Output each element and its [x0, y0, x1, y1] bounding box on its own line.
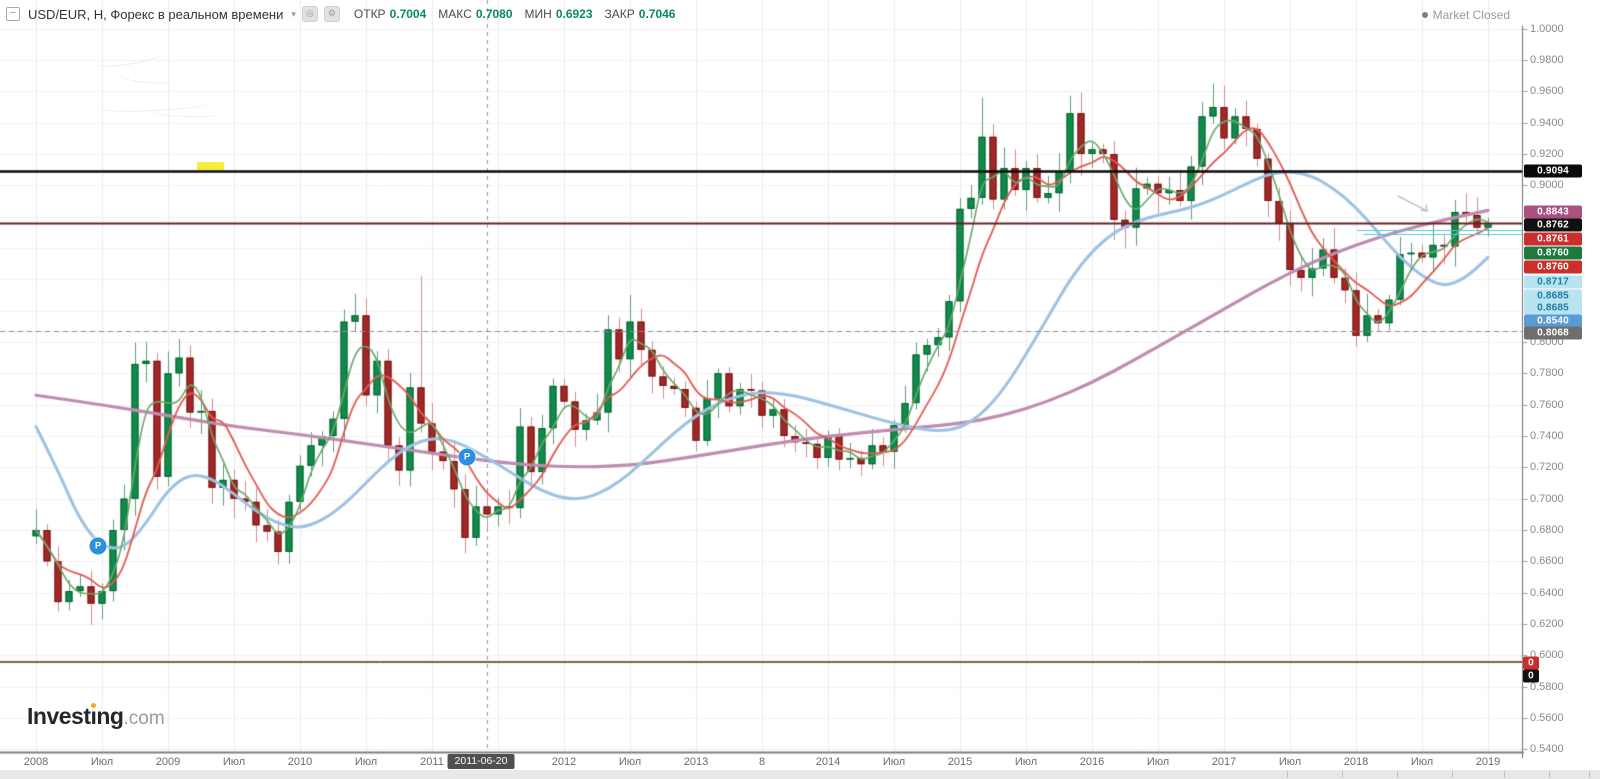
scrollbar-tick: [1397, 771, 1398, 778]
price-line-badge[interactable]: 0.8685: [1524, 289, 1582, 303]
price-tick-label: 0.6400: [1530, 586, 1564, 599]
price-tick-label: 0.5600: [1530, 712, 1564, 724]
price-tick-label: 0.6200: [1530, 618, 1564, 630]
price-line-badge[interactable]: 0.9094: [1524, 164, 1582, 177]
market-status: Market Closed: [1421, 8, 1510, 22]
time-tick-label: 2019: [1475, 756, 1501, 768]
chevron-down-icon[interactable]: ▾: [291, 8, 296, 19]
price-line-badge[interactable]: 0.8540: [1524, 314, 1582, 328]
low-label: МИН: [524, 7, 552, 21]
close-label: ЗАКР: [604, 7, 635, 21]
time-tick-label: Июл: [1146, 756, 1170, 768]
crosshair-date-badge: 2011-06-20: [447, 754, 515, 769]
open-label: ОТКР: [353, 7, 386, 21]
high-label: МАКС: [438, 7, 472, 21]
logo-text: Invest: [27, 703, 91, 729]
time-tick-label: 2011: [420, 756, 444, 768]
price-tick-label: 0.7800: [1530, 367, 1564, 380]
price-tick-label: 0.9200: [1530, 148, 1564, 160]
price-line-badge[interactable]: 0.8068: [1524, 326, 1582, 340]
close-value: 0.7046: [638, 7, 676, 21]
time-tick-label: 2018: [1343, 756, 1369, 768]
scrollbar-tick: [1342, 771, 1343, 778]
price-tick-label: 0.7200: [1530, 461, 1564, 474]
price-tick-label: 0.7600: [1530, 398, 1564, 411]
scrollbar-tick: [1589, 771, 1590, 778]
time-tick-label: Июл: [882, 756, 906, 768]
snapshot-icon[interactable]: ◎: [301, 6, 318, 22]
time-tick-label: Июл: [1014, 756, 1038, 768]
time-tick-label: Июл: [90, 756, 114, 768]
price-tick-label: 0.7000: [1530, 492, 1564, 505]
logo-text: ng: [96, 703, 124, 729]
scrollbar-tick: [1452, 771, 1453, 778]
time-tick-label: 2012: [551, 756, 577, 768]
price-line-badge[interactable]: 0.8761: [1524, 232, 1582, 246]
time-tick-label: 8: [758, 756, 766, 768]
logo-text-i: ı: [90, 703, 97, 729]
price-line-badge[interactable]: 0: [1523, 669, 1539, 683]
chart-header: – USD/EUR, H, Форекс в реальном времени …: [0, 0, 1600, 28]
scrollbar-tick: [1287, 771, 1288, 778]
investing-logo[interactable]: Investı ng.com: [27, 703, 165, 730]
price-line-badge[interactable]: 0.8760: [1524, 260, 1582, 274]
price-tick-label: 0.5400: [1530, 743, 1564, 756]
scrollbar-tick: [1504, 771, 1505, 778]
pin-marker[interactable]: P: [89, 537, 107, 555]
logo-orange-dot-icon: [90, 703, 96, 708]
price-line-badge[interactable]: 0.8685: [1524, 301, 1582, 315]
price-line-badge[interactable]: 0.8760: [1524, 246, 1582, 260]
logo-suffix: .com: [123, 708, 165, 729]
time-tick-label: Июл: [1278, 756, 1302, 768]
high-value: 0.7080: [475, 7, 513, 21]
price-line-badge[interactable]: 0: [1523, 656, 1539, 670]
low-value: 0.6923: [555, 7, 593, 21]
open-value: 0.7004: [389, 7, 427, 21]
time-tick-label: 2017: [1211, 756, 1237, 768]
time-tick-label: Июл: [1410, 756, 1434, 768]
price-tick-label: 0.5800: [1530, 680, 1564, 693]
time-tick-label: 2015: [947, 756, 973, 768]
status-dot-icon: [1421, 12, 1428, 18]
ohlc-readout: ОТКР 0.7004 МАКС 0.7080 МИН 0.6923 ЗАКР …: [354, 7, 684, 21]
pin-marker[interactable]: P: [458, 448, 476, 466]
time-tick-label: Июл: [354, 756, 378, 768]
price-tick-label: 0.9800: [1530, 53, 1564, 66]
time-tick-label: 2008: [23, 756, 49, 768]
market-status-text: Market Closed: [1432, 8, 1510, 22]
time-tick-label: 2010: [287, 756, 313, 768]
price-tick-label: 0.9400: [1530, 116, 1564, 129]
price-tick-label: 0.6800: [1530, 524, 1564, 536]
price-line-badge[interactable]: 0.8843: [1524, 205, 1582, 219]
time-tick-label: Июл: [222, 756, 246, 768]
time-tick-label: Июл: [618, 756, 642, 768]
price-line-badge[interactable]: 0.8762: [1524, 218, 1582, 232]
time-tick-label: 2014: [815, 756, 841, 768]
price-tick-label: 0.9600: [1530, 85, 1564, 98]
settings-icon[interactable]: ⚙: [323, 6, 340, 22]
price-line-badge[interactable]: 0.8717: [1524, 275, 1582, 289]
price-tick-label: 0.6600: [1530, 555, 1564, 568]
time-tick-label: 2016: [1079, 756, 1105, 768]
price-tick-label: 1.0000: [1530, 22, 1564, 35]
collapse-icon[interactable]: –: [6, 7, 20, 21]
scrollbar-tick: [1549, 771, 1550, 778]
time-tick-label: 2013: [683, 756, 709, 768]
price-tick-label: 0.9000: [1530, 179, 1564, 192]
time-tick-label: 2009: [155, 756, 181, 768]
symbol-title[interactable]: USD/EUR, H, Форекс в реальном времени: [28, 6, 284, 22]
price-tick-label: 0.7400: [1530, 430, 1564, 442]
time-scrollbar[interactable]: [0, 770, 1600, 779]
